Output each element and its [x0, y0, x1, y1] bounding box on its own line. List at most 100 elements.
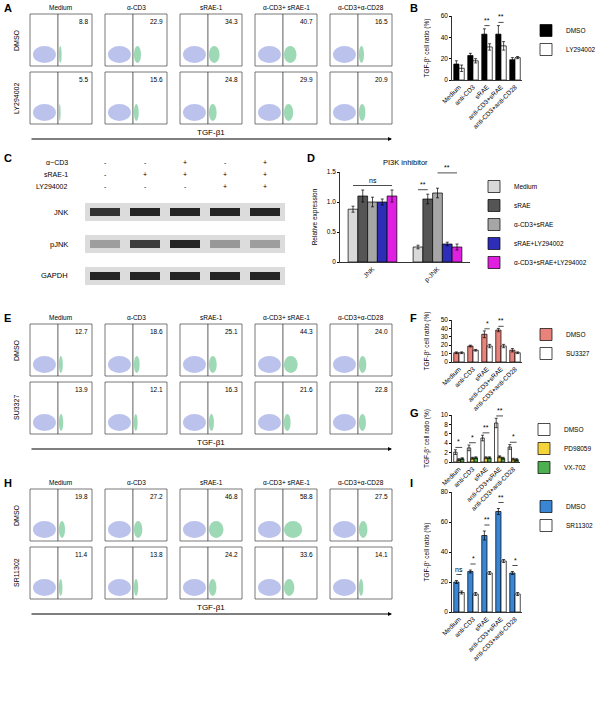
svg-text:DMSO: DMSO [566, 27, 586, 34]
svg-text:TGF-β1: TGF-β1 [197, 603, 225, 612]
svg-text:PD98059: PD98059 [564, 445, 591, 452]
svg-text:*: * [514, 557, 517, 564]
svg-text:46.8: 46.8 [225, 493, 238, 500]
svg-text:-: - [224, 159, 227, 166]
svg-text:80: 80 [441, 488, 449, 495]
svg-text:20: 20 [441, 55, 449, 62]
svg-text:Medium: Medium [49, 4, 72, 11]
svg-text:E: E [4, 312, 11, 324]
svg-text:8.8: 8.8 [79, 18, 88, 25]
svg-text:sRAE: sRAE [472, 465, 489, 482]
svg-text:sRAE-1: sRAE-1 [200, 479, 223, 486]
svg-text:1.5: 1.5 [327, 168, 336, 175]
svg-text:SR11302: SR11302 [566, 522, 593, 529]
svg-text:SU3327: SU3327 [566, 350, 590, 357]
svg-text:+: + [263, 171, 267, 178]
svg-text:F: F [410, 312, 417, 324]
svg-text:JNK: JNK [362, 265, 376, 279]
svg-text:+: + [223, 183, 227, 190]
svg-text:anti-CD3+anti-CD28: anti-CD3+anti-CD28 [472, 365, 519, 412]
svg-text:22.8: 22.8 [375, 386, 388, 393]
svg-text:*: * [512, 433, 515, 440]
svg-text:20: 20 [441, 578, 449, 585]
svg-text:40.7: 40.7 [300, 18, 313, 25]
svg-text:2: 2 [444, 449, 448, 456]
svg-text:sRAE-1: sRAE-1 [200, 4, 223, 11]
svg-text:sRAE: sRAE [473, 365, 490, 382]
svg-text:GAPDH: GAPDH [41, 271, 68, 280]
svg-text:Medium: Medium [49, 479, 72, 486]
svg-text:24.2: 24.2 [225, 551, 238, 558]
svg-text:18.6: 18.6 [150, 328, 163, 335]
svg-text:30: 30 [441, 333, 449, 340]
svg-text:α-CD3+ sRAE-1: α-CD3+ sRAE-1 [263, 314, 310, 321]
svg-text:JNK: JNK [54, 208, 68, 217]
svg-text:44.3: 44.3 [300, 328, 313, 335]
svg-text:C: C [4, 152, 12, 164]
svg-text:-: - [104, 171, 107, 178]
svg-text:H: H [4, 477, 12, 489]
svg-text:**: ** [498, 317, 504, 324]
svg-text:13.8: 13.8 [150, 551, 163, 558]
svg-text:-: - [144, 183, 147, 190]
svg-text:TGF-β⁺ cell ratio (%): TGF-β⁺ cell ratio (%) [423, 409, 431, 468]
svg-text:-: - [104, 183, 107, 190]
svg-text:A: A [4, 2, 12, 14]
svg-text:12.1: 12.1 [150, 386, 163, 393]
svg-text:25.1: 25.1 [225, 328, 238, 335]
svg-text:24.8: 24.8 [225, 76, 238, 83]
svg-text:0.5: 0.5 [327, 228, 336, 235]
svg-text:0: 0 [444, 608, 448, 615]
svg-text:anti-CD3: anti-CD3 [452, 465, 475, 488]
svg-text:34.3: 34.3 [225, 18, 238, 25]
svg-text:PI3K inhibitor: PI3K inhibitor [383, 158, 428, 167]
svg-text:0: 0 [332, 258, 336, 265]
svg-text:anti-CD3+anti-CD28: anti-CD3+anti-CD28 [472, 83, 519, 130]
svg-text:+: + [223, 171, 227, 178]
svg-text:TGF-β⁺ cell ratio (%): TGF-β⁺ cell ratio (%) [423, 312, 431, 371]
svg-text:anti-CD3: anti-CD3 [453, 615, 476, 638]
svg-text:SU3327: SU3327 [13, 395, 20, 420]
svg-text:60: 60 [441, 518, 449, 525]
svg-text:16.3: 16.3 [225, 386, 238, 393]
svg-text:29.9: 29.9 [300, 76, 313, 83]
svg-text:*: * [471, 434, 474, 441]
svg-text:0: 0 [444, 458, 448, 465]
svg-text:anti-CD3+anti-CD28: anti-CD3+anti-CD28 [472, 615, 519, 662]
svg-text:B: B [410, 2, 418, 14]
svg-text:21.6: 21.6 [300, 386, 313, 393]
svg-text:anti-CD3+sRAE: anti-CD3+sRAE [466, 83, 504, 121]
svg-text:TGF-β⁺ cell ratio (%): TGF-β⁺ cell ratio (%) [423, 523, 431, 582]
svg-text:DMSO: DMSO [566, 503, 586, 510]
svg-text:**: ** [484, 17, 490, 24]
svg-text:anti-CD3: anti-CD3 [453, 83, 476, 106]
svg-text:**: ** [420, 181, 426, 188]
svg-text:+: + [143, 171, 147, 178]
svg-text:α-CD3+ sRAE-1: α-CD3+ sRAE-1 [263, 4, 310, 11]
svg-text:40: 40 [441, 34, 449, 41]
svg-text:5.5: 5.5 [79, 76, 88, 83]
svg-text:DMSO: DMSO [566, 331, 586, 338]
svg-text:LY294002: LY294002 [13, 82, 20, 114]
svg-text:6: 6 [444, 430, 448, 437]
svg-text:27.5: 27.5 [375, 493, 388, 500]
svg-text:I: I [410, 477, 413, 489]
svg-text:anti-CD3+sRAE: anti-CD3+sRAE [466, 365, 504, 403]
svg-text:G: G [410, 407, 419, 419]
svg-text:40: 40 [441, 548, 449, 555]
svg-text:15.6: 15.6 [150, 76, 163, 83]
svg-text:58.8: 58.8 [300, 493, 313, 500]
svg-text:TGF-β⁺ cell ratio (%): TGF-β⁺ cell ratio (%) [423, 19, 431, 78]
svg-text:Medium: Medium [49, 314, 72, 321]
svg-text:+: + [263, 159, 267, 166]
svg-text:DMSO: DMSO [13, 504, 20, 526]
svg-text:sRAE: sRAE [514, 202, 531, 209]
svg-text:anti-CD3: anti-CD3 [453, 365, 476, 388]
svg-text:+: + [183, 159, 187, 166]
svg-text:Medium: Medium [514, 183, 537, 190]
svg-text:+: + [263, 183, 267, 190]
svg-text:sRAE: sRAE [473, 83, 490, 100]
svg-text:α−CD3: α−CD3 [46, 159, 68, 166]
svg-text:24.0: 24.0 [375, 328, 388, 335]
svg-text:19.8: 19.8 [75, 493, 88, 500]
